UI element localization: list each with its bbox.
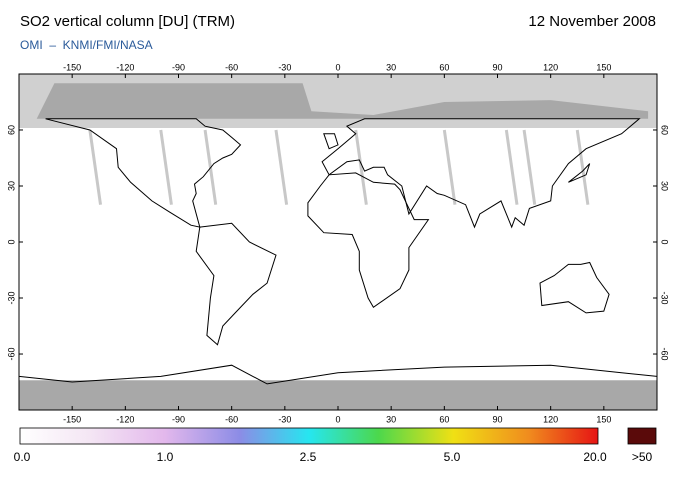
lat-tick-label: -30	[660, 292, 670, 305]
colorbar-overflow	[627, 427, 657, 445]
colorbar	[19, 427, 599, 445]
swath-streak	[159, 129, 173, 205]
polar-land	[19, 380, 657, 410]
lon-tick-label: 60	[439, 62, 449, 72]
swath-streak	[522, 129, 537, 205]
swath-streak	[88, 129, 103, 205]
lon-tick-label: 30	[386, 62, 396, 72]
lat-tick-label: 60	[660, 125, 670, 135]
polar-land	[36, 83, 649, 119]
title: SO2 vertical column [DU] (TRM)	[20, 13, 235, 30]
lon-tick-label: 0	[335, 414, 340, 424]
coastline	[19, 364, 657, 385]
lon-tick-label: -150	[63, 62, 81, 72]
lon-tick-label: -120	[116, 62, 134, 72]
lon-tick-label: -30	[278, 414, 291, 424]
coastline	[323, 133, 339, 150]
colorbar-label: 0.0	[14, 450, 31, 464]
lon-tick-label: 150	[596, 62, 611, 72]
lat-tick-label: 30	[6, 181, 16, 191]
lat-tick-label: -60	[660, 348, 670, 361]
coastline	[195, 222, 277, 346]
lon-tick-label: -90	[172, 62, 185, 72]
map	[19, 74, 657, 410]
lon-tick-label: 150	[596, 414, 611, 424]
colorbar-label: 20.0	[583, 450, 607, 464]
colorbar-label: 1.0	[157, 450, 174, 464]
lat-tick-label: -60	[6, 348, 16, 361]
lon-tick-label: 90	[492, 62, 502, 72]
date: 12 November 2008	[528, 13, 656, 30]
lat-tick-label: 30	[660, 181, 670, 191]
map-background	[19, 74, 657, 410]
coastline	[307, 172, 430, 309]
lon-tick-label: -120	[116, 414, 134, 424]
lat-tick-label: 60	[6, 125, 16, 135]
lon-tick-label: 120	[543, 414, 558, 424]
colorbar-label: >50	[632, 450, 653, 464]
lon-tick-label: 90	[492, 414, 502, 424]
swath-streak	[274, 129, 289, 205]
lon-tick-label: 0	[335, 62, 340, 72]
lon-tick-label: -60	[225, 414, 238, 424]
lon-tick-label: -30	[278, 62, 291, 72]
subtitle: OMI – KNMI/FMI/NASA	[20, 38, 153, 52]
swath-streak	[442, 129, 457, 205]
swath-streak	[354, 129, 368, 205]
lon-tick-label: -150	[63, 414, 81, 424]
lat-tick-label: 0	[6, 239, 16, 244]
lon-tick-label: -90	[172, 414, 185, 424]
coastline	[45, 118, 242, 228]
lat-tick-label: -30	[6, 292, 16, 305]
swath-streak	[575, 129, 590, 205]
lon-tick-label: 30	[386, 414, 396, 424]
swath-streak	[504, 129, 519, 205]
colorbar-label: 5.0	[444, 450, 461, 464]
coastline	[321, 118, 641, 229]
coastline	[568, 163, 591, 183]
coastline	[539, 261, 610, 314]
lon-tick-label: 60	[439, 414, 449, 424]
lon-tick-label: -60	[225, 62, 238, 72]
lon-tick-label: 120	[543, 62, 558, 72]
colorbar-label: 2.5	[300, 450, 317, 464]
lat-tick-label: 0	[660, 239, 670, 244]
